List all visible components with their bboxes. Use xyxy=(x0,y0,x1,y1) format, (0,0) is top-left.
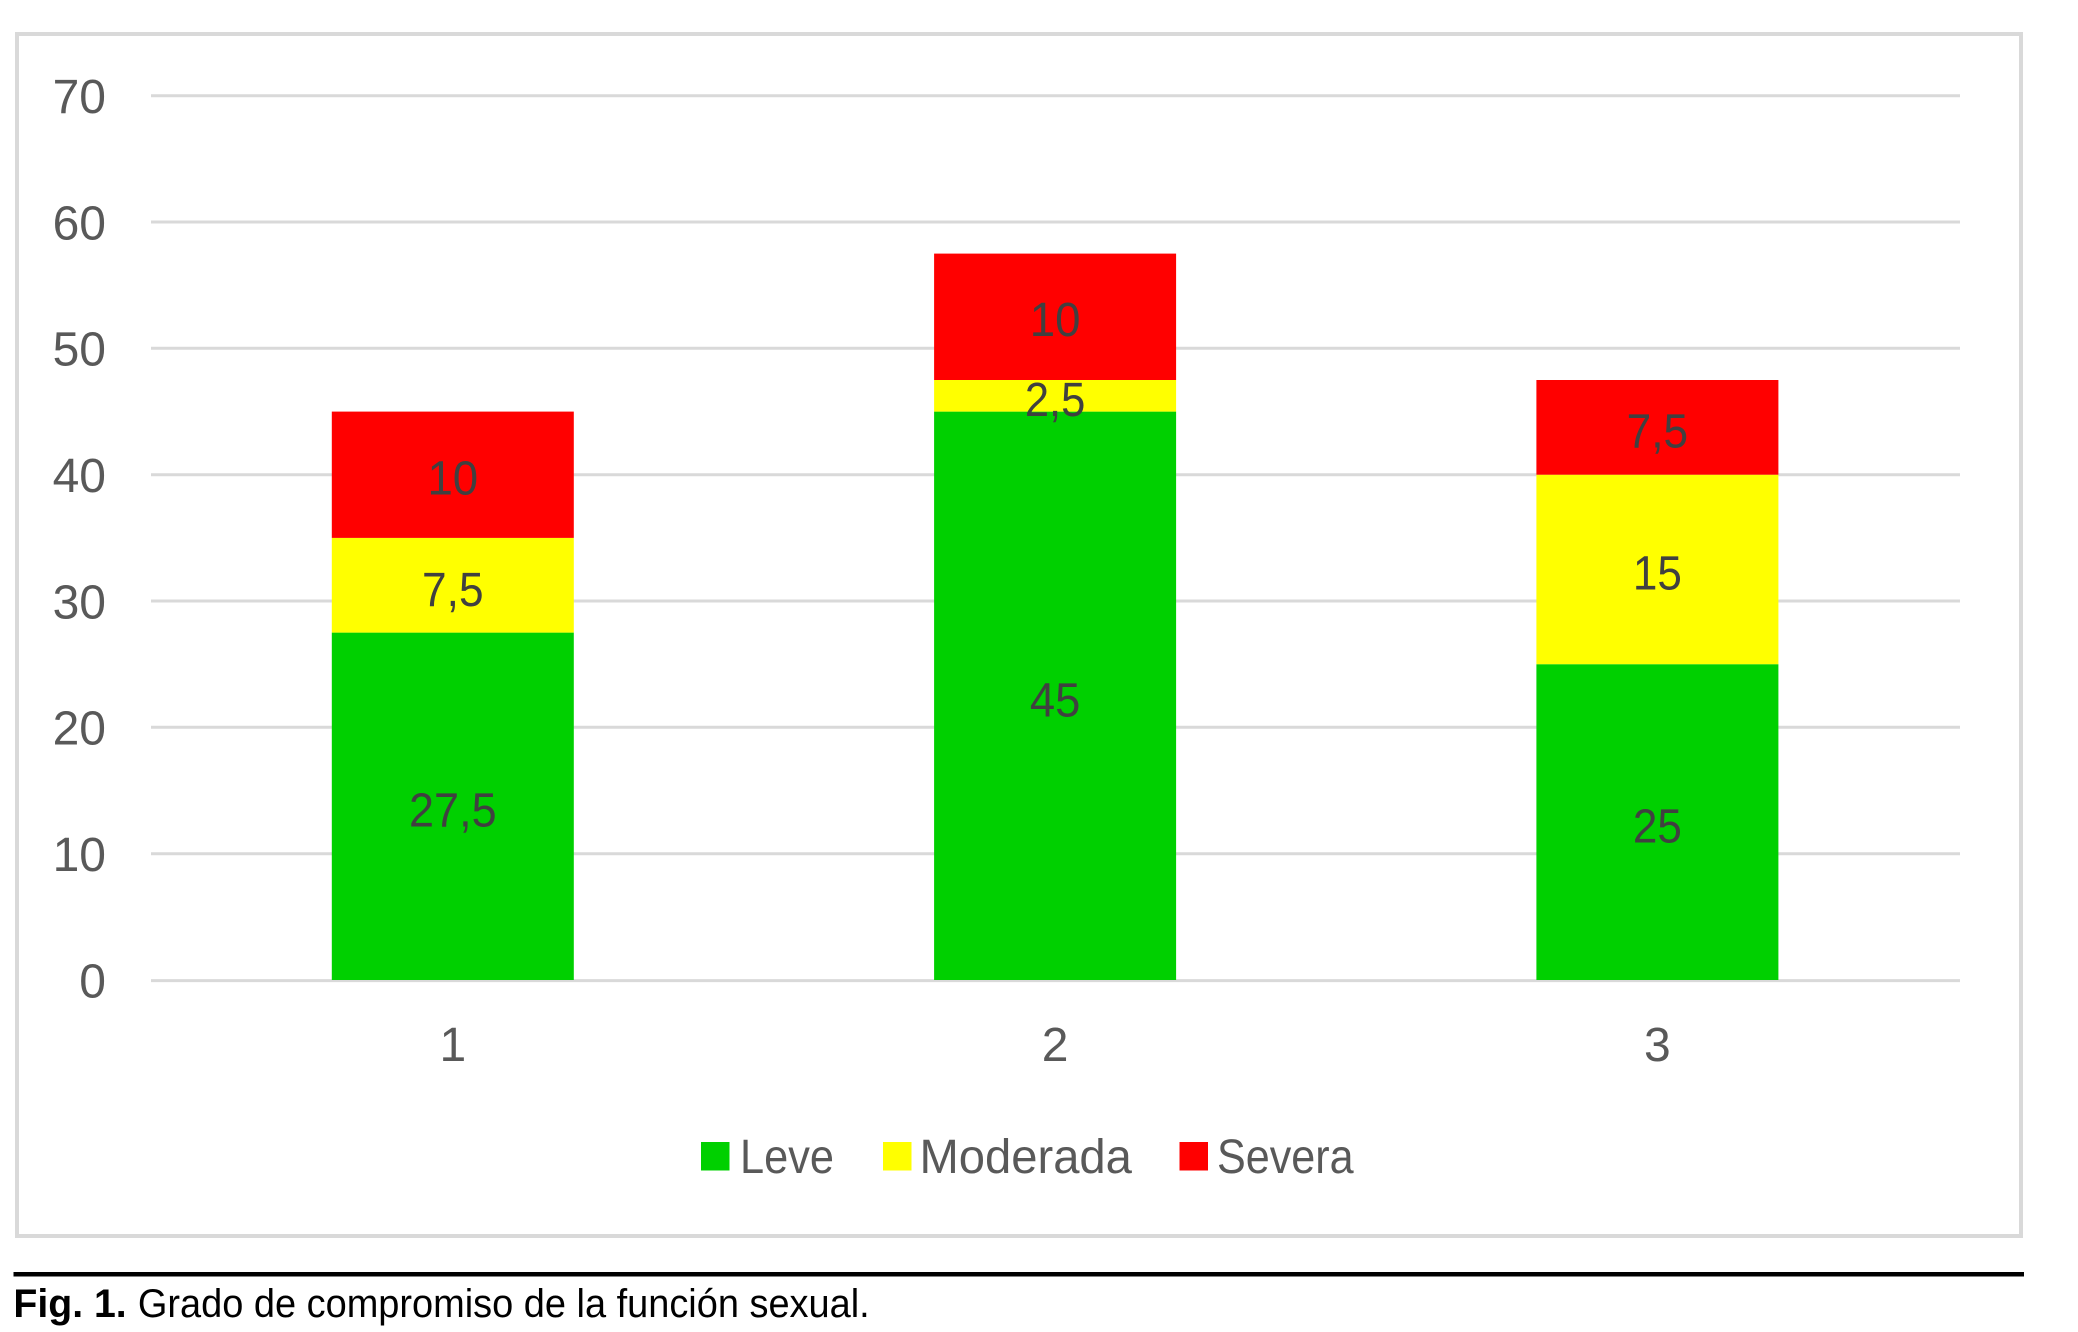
svg-text:Severa: Severa xyxy=(1217,1131,1354,1184)
svg-text:10: 10 xyxy=(427,452,478,505)
svg-text:15: 15 xyxy=(1633,548,1682,601)
svg-text:10: 10 xyxy=(1030,294,1081,347)
svg-text:60: 60 xyxy=(53,197,106,250)
svg-text:45: 45 xyxy=(1030,674,1081,727)
svg-text:7,5: 7,5 xyxy=(1627,405,1689,458)
svg-text:70: 70 xyxy=(53,71,106,124)
svg-text:0: 0 xyxy=(79,955,106,1008)
svg-text:20: 20 xyxy=(53,703,106,756)
svg-text:2: 2 xyxy=(1042,1019,1069,1072)
svg-text:Grado de compromiso de la func: Grado de compromiso de la función sexual… xyxy=(138,1282,870,1326)
svg-text:2,5: 2,5 xyxy=(1025,374,1086,427)
svg-text:3: 3 xyxy=(1644,1019,1671,1072)
svg-text:25: 25 xyxy=(1633,800,1682,853)
svg-text:50: 50 xyxy=(53,324,106,377)
svg-text:10: 10 xyxy=(53,829,106,882)
svg-text:Fig. 1.: Fig. 1. xyxy=(13,1282,126,1326)
svg-text:30: 30 xyxy=(53,576,106,629)
svg-text:40: 40 xyxy=(53,450,106,503)
svg-text:1: 1 xyxy=(439,1019,466,1072)
svg-text:7,5: 7,5 xyxy=(422,564,484,617)
svg-text:Leve: Leve xyxy=(740,1131,834,1184)
svg-text:Moderada: Moderada xyxy=(920,1131,1133,1184)
svg-text:27,5: 27,5 xyxy=(409,784,497,837)
